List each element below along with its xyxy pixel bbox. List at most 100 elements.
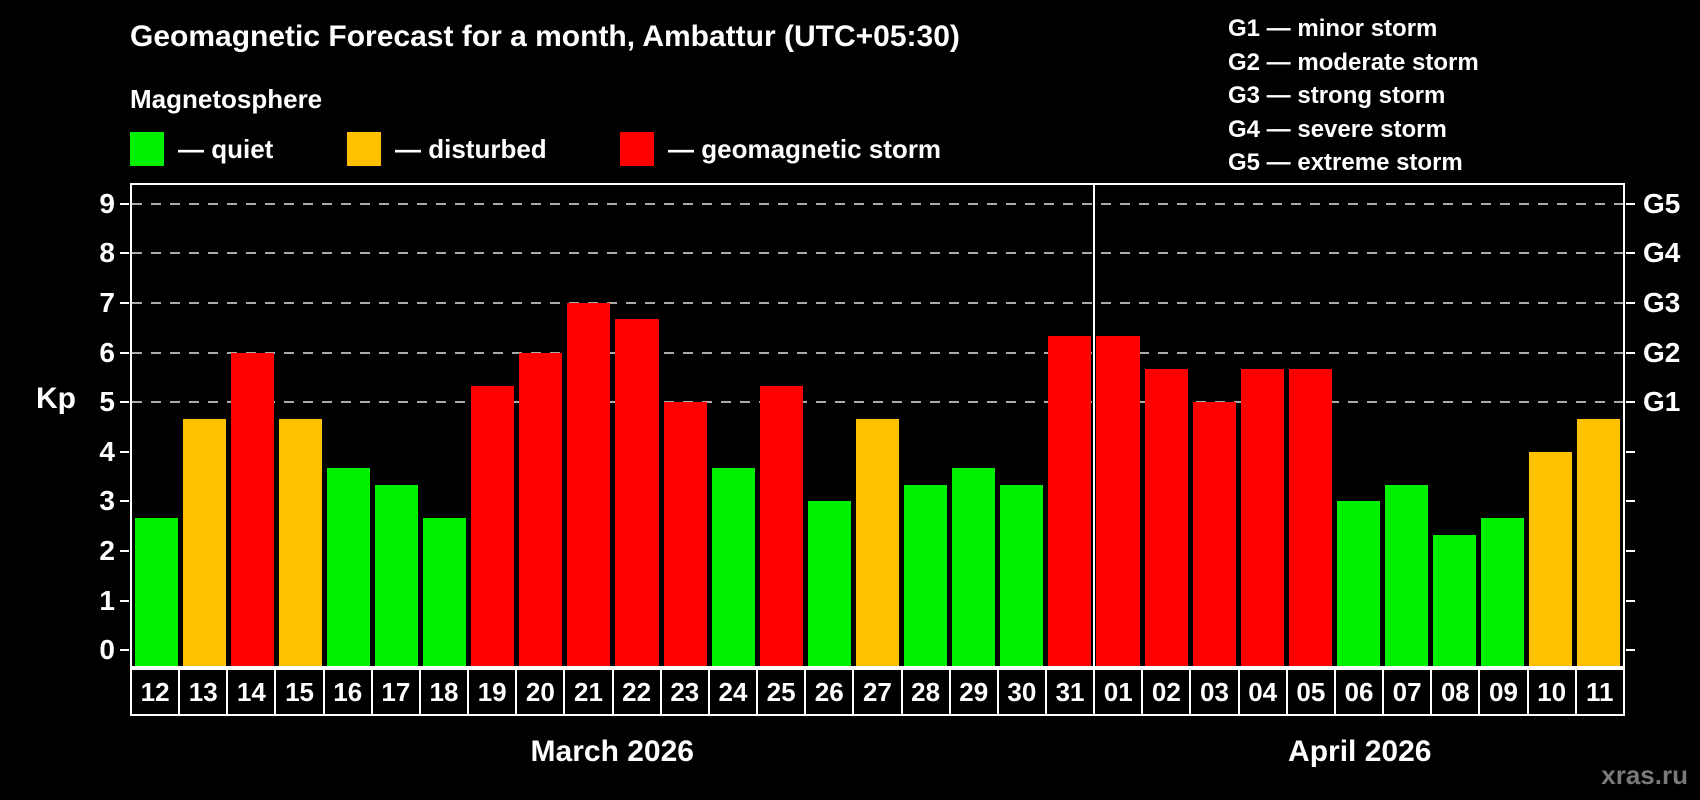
kp-bar-day-14	[230, 352, 274, 666]
kp-bar-day-30	[1000, 485, 1044, 666]
kp-bar-day-27	[855, 418, 900, 666]
kp-bar-day-13	[182, 418, 226, 666]
date-cell-25: 25	[756, 668, 807, 716]
kp-bar-day-11	[1577, 418, 1621, 666]
gridline-kp7	[132, 302, 1623, 305]
left-axis-tick	[120, 649, 129, 652]
date-cell-05: 05	[1285, 668, 1336, 716]
y-tick-label-9: 9	[99, 187, 115, 219]
g-legend-row: G1 — minor storm	[1228, 15, 1438, 42]
date-cell-20: 20	[515, 668, 566, 716]
left-axis-tick	[120, 351, 129, 354]
disturbed-color-swatch	[347, 132, 381, 166]
left-axis-tick	[120, 450, 129, 453]
kp-bar-day-16	[326, 468, 370, 666]
date-cell-16: 16	[322, 668, 373, 716]
right-axis-tick	[1626, 202, 1635, 205]
date-cell-19: 19	[467, 668, 518, 716]
left-axis-tick	[120, 252, 129, 255]
kp-bar-day-18	[423, 517, 467, 666]
y-tick-label-4: 4	[99, 435, 115, 467]
y-tick-label-8: 8	[99, 237, 115, 269]
kp-bar-day-25	[759, 385, 803, 666]
date-cell-31: 31	[1044, 668, 1096, 716]
kp-bar-day-17	[374, 485, 419, 666]
quiet-color-swatch	[130, 132, 164, 166]
date-cell-27: 27	[852, 668, 903, 716]
legend-item-quiet: — quiet	[130, 132, 273, 166]
kp-bar-day-19	[471, 385, 515, 666]
kp-bar-day-05	[1288, 368, 1332, 666]
chart-title: Geomagnetic Forecast for a month, Ambatt…	[130, 20, 960, 53]
date-cell-03: 03	[1189, 668, 1240, 716]
storm-color-swatch	[620, 132, 654, 166]
y-tick-label-5: 5	[99, 386, 115, 418]
kp-bar-day-26	[807, 501, 851, 666]
left-axis-tick	[120, 202, 129, 205]
kp-bar-day-29	[952, 468, 996, 666]
kp-bar-day-28	[904, 485, 948, 666]
kp-bar-day-07	[1385, 485, 1429, 666]
right-axis-tick	[1626, 252, 1635, 255]
kp-bar-day-08	[1433, 534, 1477, 666]
gridline-kp9	[132, 202, 1623, 205]
date-cell-28: 28	[900, 668, 951, 716]
kp-bar-day-15	[278, 418, 322, 666]
right-axis-tick	[1626, 401, 1635, 404]
kp-bar-day-09	[1481, 517, 1525, 666]
date-cell-15: 15	[274, 668, 325, 716]
gridline-kp6	[132, 351, 1623, 354]
left-axis-tick	[120, 500, 129, 503]
right-axis-tick	[1626, 302, 1635, 305]
month-separator-line	[1092, 185, 1095, 666]
date-cell-06: 06	[1333, 668, 1385, 716]
g-scale-label-G1: G1	[1643, 386, 1681, 418]
left-axis-tick	[120, 302, 129, 305]
month-label-april: April 2026	[1288, 735, 1432, 768]
y-tick-label-6: 6	[99, 336, 115, 368]
month-label-march: March 2026	[530, 735, 694, 768]
date-cell-04: 04	[1237, 668, 1288, 716]
legend-item-storm: — geomagnetic storm	[620, 132, 941, 166]
plot-area	[130, 183, 1625, 668]
g-scale-label-G4: G4	[1643, 237, 1681, 269]
kp-bar-day-23	[663, 402, 707, 666]
watermark-xras: xras.ru	[1601, 760, 1688, 790]
y-tick-label-0: 0	[99, 634, 115, 666]
left-axis-tick	[120, 549, 129, 552]
date-cell-24: 24	[707, 668, 759, 716]
kp-bar-day-04	[1240, 368, 1284, 666]
kp-bar-day-21	[567, 303, 611, 666]
kp-bar-day-06	[1336, 501, 1380, 666]
g-legend-row: G5 — extreme storm	[1228, 149, 1463, 176]
date-cell-07: 07	[1382, 668, 1433, 716]
right-axis-tick	[1626, 450, 1635, 453]
kp-bar-day-01	[1096, 336, 1140, 666]
gridline-kp8	[132, 252, 1623, 255]
kp-bar-day-12	[134, 517, 178, 666]
g-scale-label-G5: G5	[1643, 187, 1681, 219]
legend-label: — disturbed	[395, 133, 547, 164]
left-axis-tick	[120, 401, 129, 404]
date-cell-09: 09	[1478, 668, 1529, 716]
y-tick-label-3: 3	[99, 485, 115, 517]
g-scale-label-G2: G2	[1643, 336, 1681, 368]
right-axis-tick	[1626, 549, 1635, 552]
kp-bar-day-10	[1529, 451, 1573, 666]
right-axis-tick	[1626, 649, 1635, 652]
x-axis-date-row: 12 13 14 15 16 17 18 19 20 21 22 23 24 25 26 27 28 29 30 31…	[130, 668, 1625, 716]
left-axis-tick	[120, 599, 129, 602]
g-legend-row: G2 — moderate storm	[1228, 48, 1479, 76]
date-cell-02: 02	[1141, 668, 1192, 716]
date-cell-14: 14	[226, 668, 277, 716]
legend-item-disturbed: — disturbed	[347, 132, 547, 166]
right-axis-tick	[1626, 351, 1635, 354]
date-cell-12: 12	[130, 668, 181, 716]
chart-subtitle: Magnetosphere	[130, 84, 323, 114]
date-cell-13: 13	[178, 668, 229, 716]
kp-bar-day-03	[1192, 402, 1236, 666]
date-cell-01: 01	[1093, 668, 1144, 716]
date-cell-21: 21	[563, 668, 614, 716]
right-axis-tick	[1626, 599, 1635, 602]
date-cell-22: 22	[611, 668, 662, 716]
